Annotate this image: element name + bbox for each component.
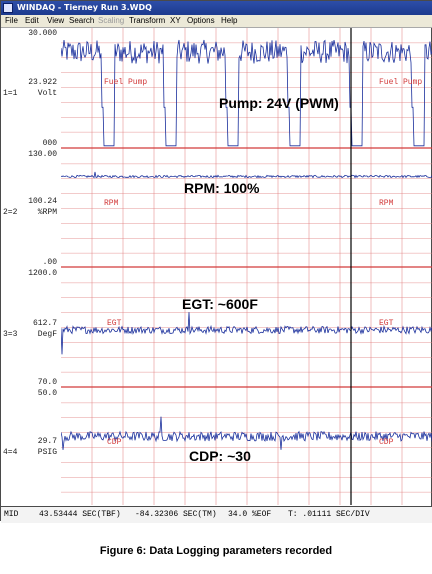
windaq-window: WINDAQ - Tierney Run 3.WDQ File Edit Vie…	[0, 0, 432, 523]
ch3-trace	[61, 312, 432, 355]
ch2-top-value: 130.00	[28, 150, 57, 159]
ch4-trace-label: CDP	[379, 438, 394, 447]
ch3-unit: DegF	[37, 330, 57, 339]
ch2-trace-label: RPM	[104, 199, 119, 208]
ch4-unit: PSIG	[37, 448, 57, 457]
ch4-trace-label: CDP	[107, 438, 122, 447]
ch1-id: 1=1	[3, 89, 18, 98]
menu-transform[interactable]: Transform	[129, 16, 166, 25]
ch2-bottom-value: .00	[42, 258, 57, 267]
status-tm: -84.32306 SEC(TM)	[135, 510, 217, 519]
ch2-mid-value: 100.24	[28, 197, 57, 206]
ch3-mid-value: 612.7	[32, 319, 57, 328]
ch1-trace-label: Fuel Pump	[379, 78, 422, 87]
ch1-top-value: 30.000	[28, 29, 57, 38]
status-tbf: 43.53444 SEC(TBF)	[39, 510, 121, 519]
menu-options[interactable]: Options	[187, 16, 215, 25]
status-mode: MID	[4, 510, 19, 519]
menu-scaling[interactable]: Scaling	[98, 16, 125, 25]
window-title: WINDAQ - Tierney Run 3.WDQ	[17, 3, 152, 12]
ch1-unit: Volt	[37, 89, 57, 98]
ch1-annotation: Pump: 24V (PWM)	[219, 95, 339, 111]
ch3-id: 3=3	[3, 330, 18, 339]
title-bar: WINDAQ - Tierney Run 3.WDQ	[1, 1, 432, 15]
figure-caption: Figure 6: Data Logging parameters record…	[99, 545, 333, 557]
ch1-mid-value: 23.922	[28, 78, 57, 87]
ch3-trace-label: EGT	[379, 319, 394, 328]
ch3-trace-label: EGT	[107, 319, 122, 328]
menu-view[interactable]: View	[47, 16, 65, 25]
menu-search[interactable]: Search	[69, 16, 95, 25]
ch2-unit: %RPM	[37, 208, 57, 217]
ch3-bottom-value: 70.0	[37, 378, 57, 387]
channel-traces	[61, 39, 432, 450]
ch3-top-value: 1200.0	[28, 269, 57, 278]
ch2-trace	[61, 171, 432, 179]
waveform-plot-area[interactable]: Fuel Pump Fuel Pump RPM RPM EGT EGT CDP CDP	[61, 28, 432, 505]
windaq-app-icon	[3, 3, 13, 13]
menu-edit[interactable]: Edit	[25, 16, 39, 25]
ch4-annotation: CDP: ~30	[189, 448, 251, 464]
ch4-trace	[61, 416, 432, 450]
menu-file[interactable]: File	[5, 16, 18, 25]
ch4-id: 4=4	[3, 448, 18, 457]
ch2-id: 2=2	[3, 208, 18, 217]
trace-labels: Fuel Pump Fuel Pump RPM RPM EGT EGT CDP CDP	[104, 78, 422, 447]
menu-xy[interactable]: XY	[170, 16, 181, 25]
status-bar: MID 43.53444 SEC(TBF) -84.32306 SEC(TM) …	[1, 506, 432, 523]
menu-bar: File Edit View Search Scaling Transform …	[1, 15, 432, 28]
ch2-annotation: RPM: 100%	[184, 180, 260, 196]
ch2-trace-label: RPM	[379, 199, 394, 208]
ch3-annotation: EGT: ~600F	[182, 296, 258, 312]
ch4-top-value: 50.0	[37, 389, 57, 398]
ch1-bottom-value: 000	[42, 139, 57, 148]
ch1-trace	[61, 39, 432, 147]
ch4-mid-value: 29.7	[37, 437, 57, 446]
ch1-trace-label: Fuel Pump	[104, 78, 147, 87]
status-eof: 34.0 %EOF	[228, 510, 272, 519]
menu-help[interactable]: Help	[221, 16, 238, 25]
grid-lines	[61, 28, 432, 505]
status-t: T: .01111 SEC/DIV	[288, 510, 370, 519]
